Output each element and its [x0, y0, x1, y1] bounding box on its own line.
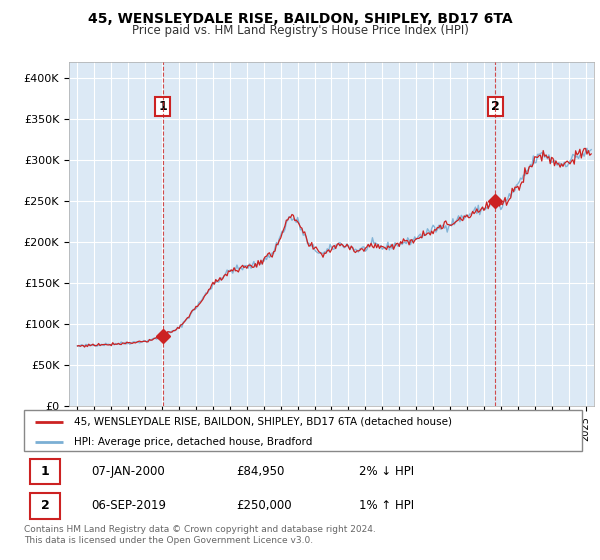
Text: 2: 2 — [41, 500, 49, 512]
Text: 07-JAN-2000: 07-JAN-2000 — [91, 465, 165, 478]
FancyBboxPatch shape — [29, 493, 60, 519]
Text: Contains HM Land Registry data © Crown copyright and database right 2024.
This d: Contains HM Land Registry data © Crown c… — [24, 525, 376, 545]
Text: 2% ↓ HPI: 2% ↓ HPI — [359, 465, 414, 478]
Text: HPI: Average price, detached house, Bradford: HPI: Average price, detached house, Brad… — [74, 437, 313, 447]
Text: 1: 1 — [41, 465, 49, 478]
Text: Price paid vs. HM Land Registry's House Price Index (HPI): Price paid vs. HM Land Registry's House … — [131, 24, 469, 36]
Text: 45, WENSLEYDALE RISE, BAILDON, SHIPLEY, BD17 6TA (detached house): 45, WENSLEYDALE RISE, BAILDON, SHIPLEY, … — [74, 417, 452, 427]
Text: £250,000: £250,000 — [236, 500, 292, 512]
FancyBboxPatch shape — [29, 459, 60, 484]
Text: 06-SEP-2019: 06-SEP-2019 — [91, 500, 166, 512]
Text: 2: 2 — [491, 100, 500, 113]
Text: 1% ↑ HPI: 1% ↑ HPI — [359, 500, 414, 512]
Text: 1: 1 — [158, 100, 167, 113]
Text: £84,950: £84,950 — [236, 465, 284, 478]
Text: 45, WENSLEYDALE RISE, BAILDON, SHIPLEY, BD17 6TA: 45, WENSLEYDALE RISE, BAILDON, SHIPLEY, … — [88, 12, 512, 26]
